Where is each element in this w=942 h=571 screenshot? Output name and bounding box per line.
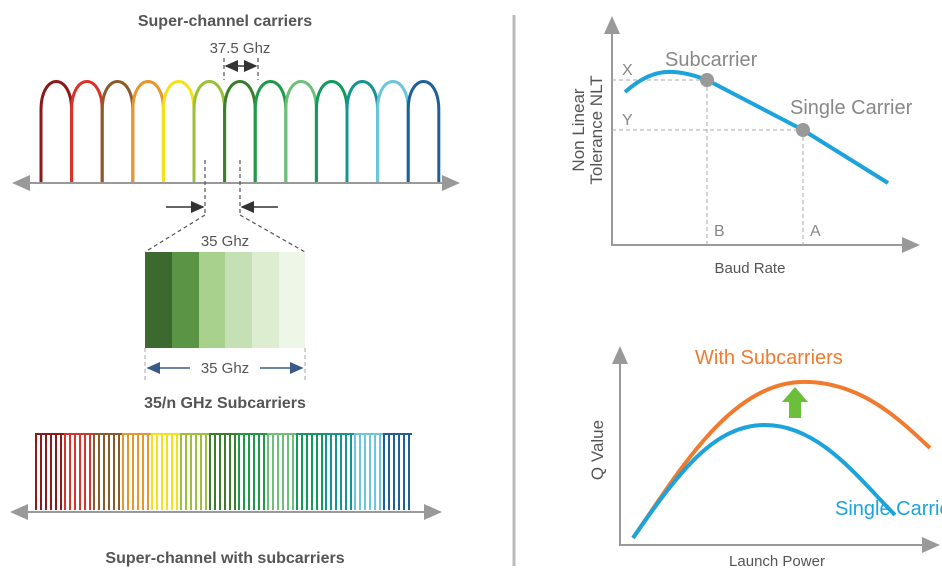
carrier <box>39 80 74 183</box>
point-label: Subcarrier <box>665 49 758 71</box>
subcarriers-label: 35/n GHz Subcarriers <box>144 395 306 412</box>
y-label: Tolerance NLT <box>587 75 606 184</box>
improvement-arrow <box>782 387 808 418</box>
x-label: Launch Power <box>729 553 825 570</box>
nlt-curve <box>623 69 890 185</box>
spacing-label: 37.5 Ghz <box>210 40 271 57</box>
carrier <box>161 80 196 183</box>
carrier <box>131 80 165 183</box>
guide <box>239 214 306 253</box>
x-label: Baud Rate <box>715 260 786 277</box>
carrier <box>253 80 288 183</box>
carriers <box>39 80 441 183</box>
y-label: Q Value <box>588 420 607 480</box>
bottom-label: Super-channel with subcarriers <box>105 550 344 567</box>
x-mark: A <box>810 223 821 240</box>
title: Super-channel carriers <box>138 13 312 30</box>
curve-label: With Subcarriers <box>695 347 843 369</box>
y-mark: Y <box>622 112 633 129</box>
curve-label: Single Carrier <box>835 498 942 520</box>
subcarrier-comb <box>35 433 412 510</box>
point-label: Single Carrier <box>790 97 913 119</box>
single-carrier-curve <box>631 422 897 540</box>
y-label: Non Linear <box>569 88 588 172</box>
subcarrier-block <box>145 252 305 348</box>
carrier <box>345 80 380 183</box>
carrier <box>284 80 318 183</box>
carrier <box>70 80 104 183</box>
carrier <box>406 80 441 183</box>
point <box>700 73 714 87</box>
x-mark: B <box>714 223 725 240</box>
width-label: 35 Ghz <box>201 360 249 377</box>
y-mark: X <box>622 62 633 79</box>
carrier <box>376 80 410 183</box>
point <box>796 123 810 137</box>
with-subcarriers-curve <box>631 379 932 540</box>
carrier <box>100 80 135 183</box>
guide <box>144 214 206 253</box>
carrier <box>314 80 349 183</box>
zoom-label: 35 Ghz <box>201 233 249 250</box>
carrier <box>192 80 227 183</box>
